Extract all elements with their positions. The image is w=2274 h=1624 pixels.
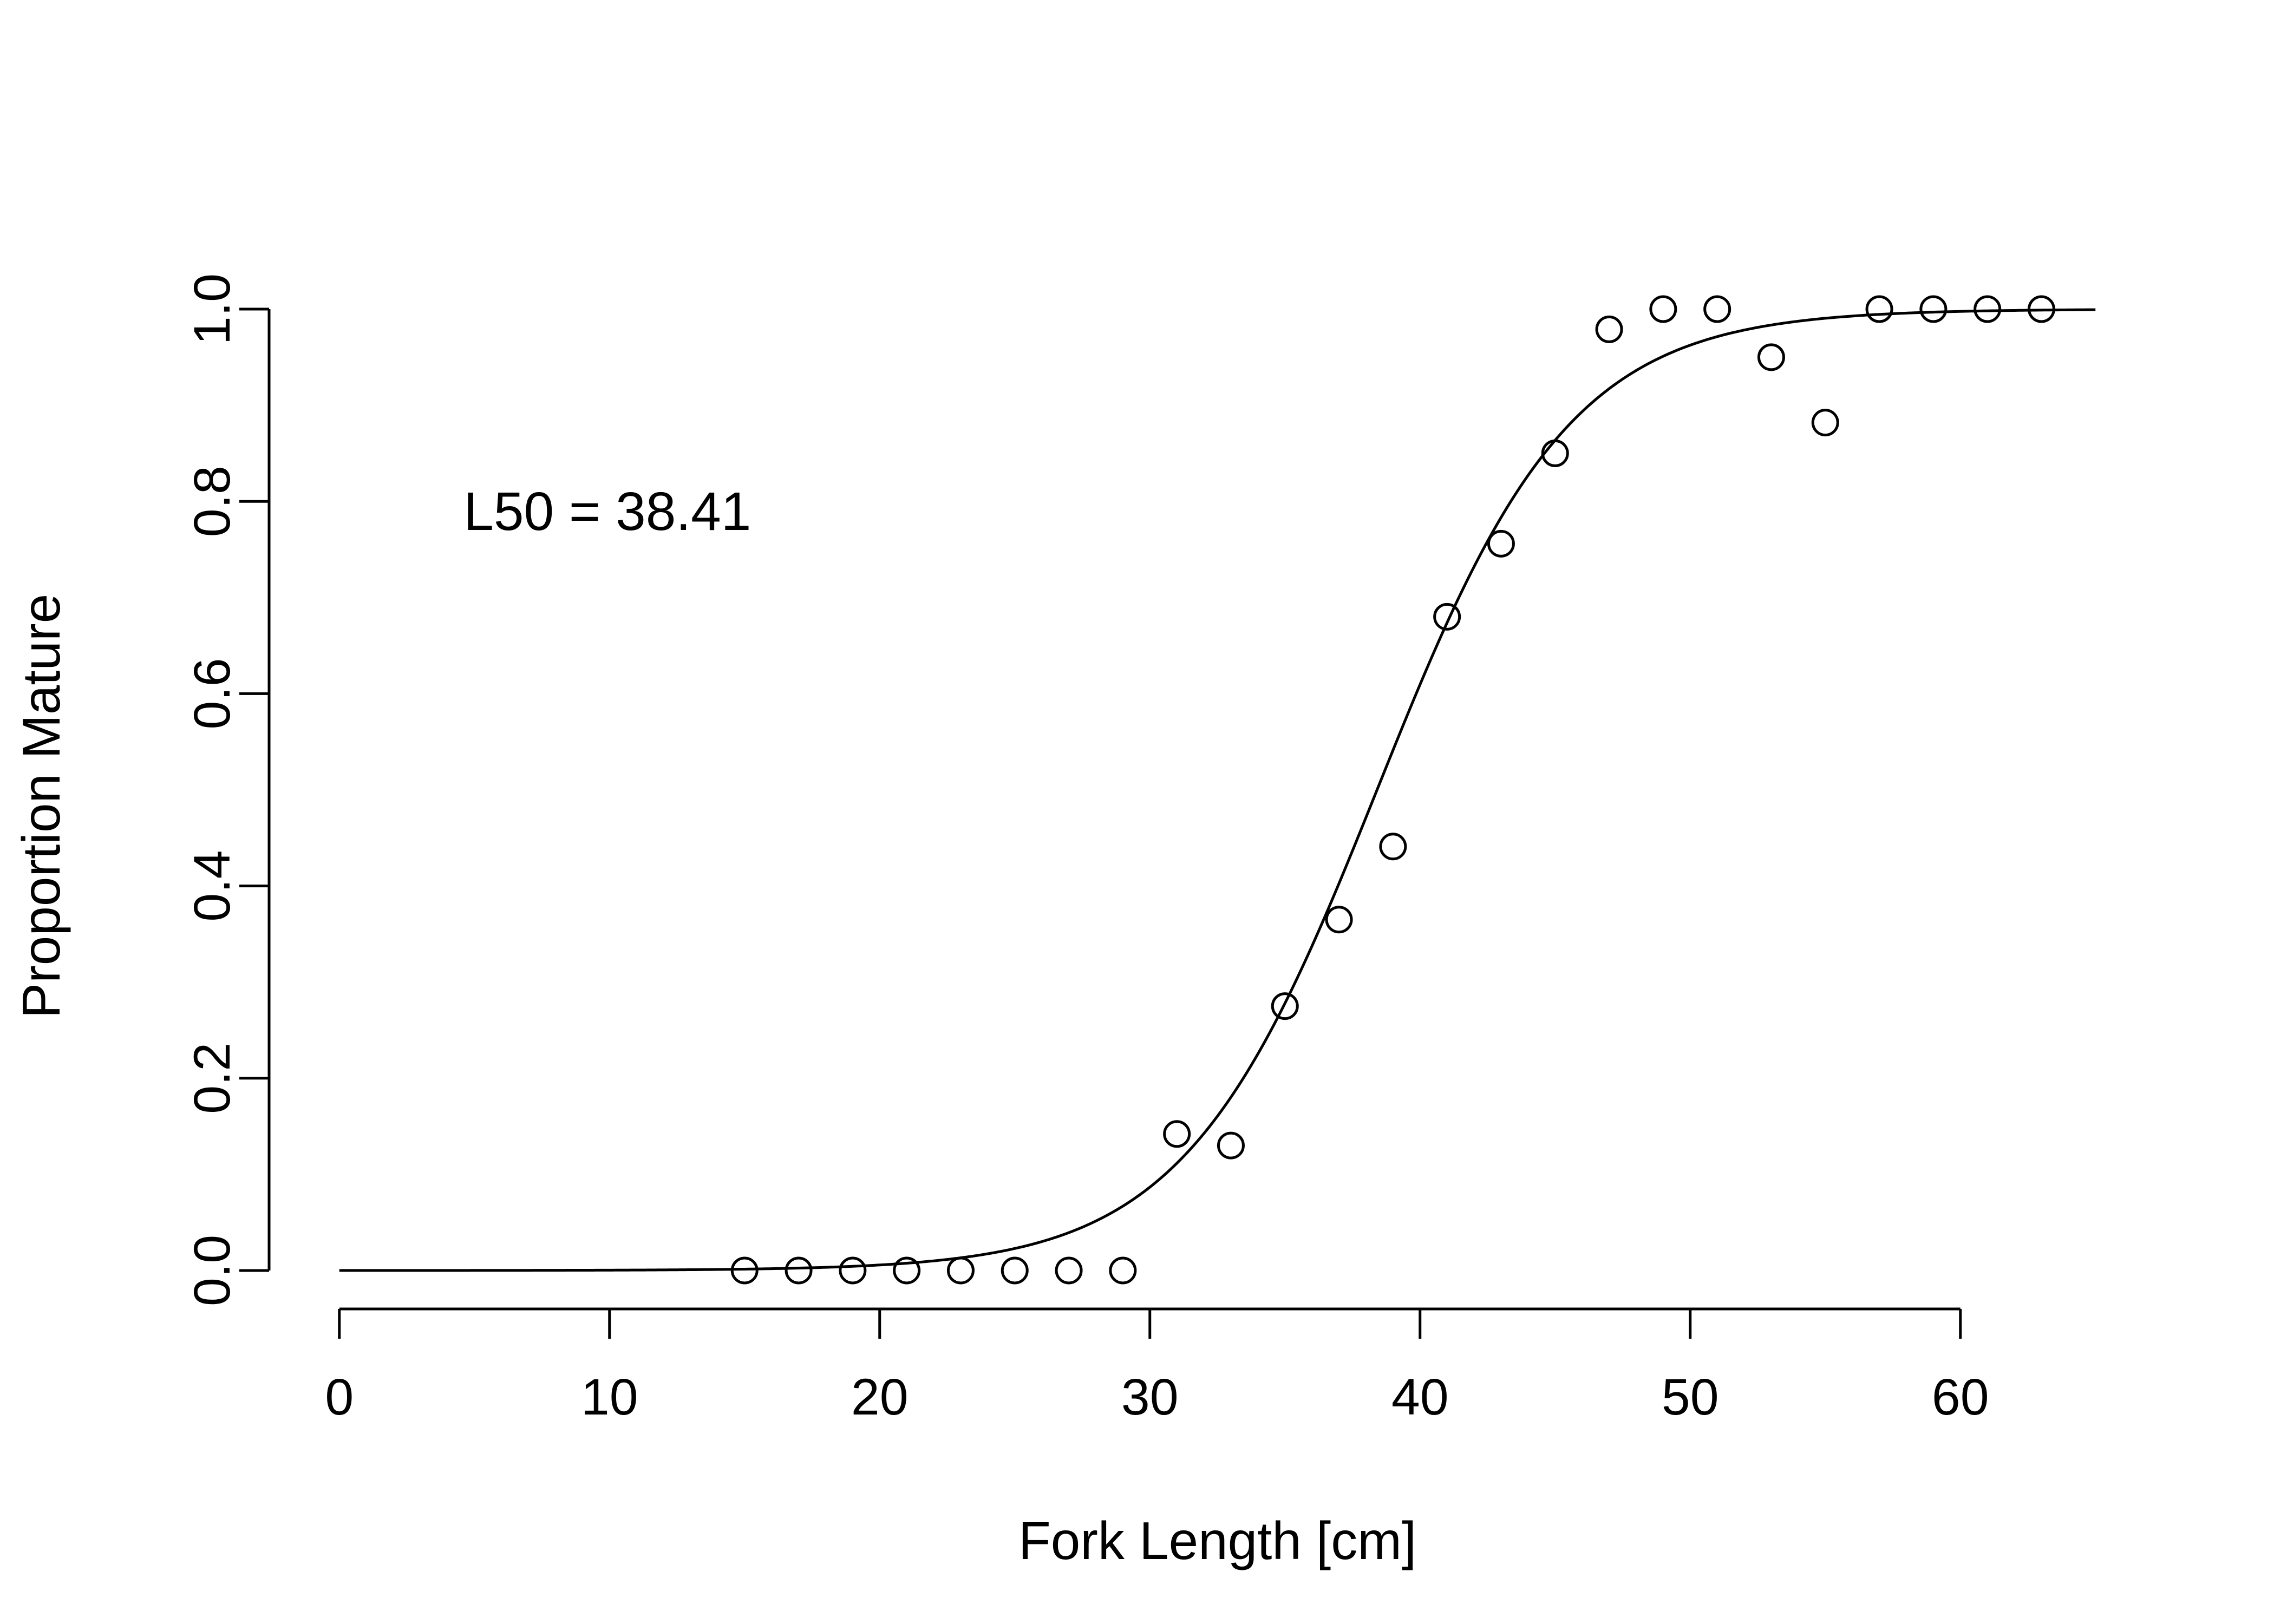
data-point: [1541, 439, 1569, 467]
data-point: [893, 1256, 921, 1285]
data-point: [2027, 295, 2055, 323]
data-point: [1109, 1256, 1137, 1285]
x-tick-label: 60: [1932, 1368, 1989, 1426]
y-axis: 0.0 0.2 0.4 0.6 0.8 1.0: [184, 273, 271, 1306]
data-point: [1811, 409, 1839, 437]
x-tick-label: 40: [1391, 1368, 1449, 1426]
y-tick-label: 0.0: [184, 1235, 241, 1306]
data-point: [1757, 343, 1785, 371]
x-tick-label: 30: [1121, 1368, 1179, 1426]
data-point: [839, 1256, 867, 1285]
data-point: [1325, 906, 1353, 934]
x-tick-label: 0: [325, 1368, 354, 1426]
y-tick-label: 0.4: [184, 850, 241, 922]
data-point: [946, 1256, 975, 1285]
x-tick-label: 20: [851, 1368, 909, 1426]
data-point: [1595, 315, 1623, 343]
data-point: [1649, 295, 1677, 323]
x-tick-label: 50: [1662, 1368, 1719, 1426]
data-points: [730, 295, 2055, 1285]
data-point: [1217, 1131, 1245, 1160]
y-ticks: 0.0 0.2 0.4 0.6 0.8 1.0: [184, 273, 269, 1306]
data-point: [1163, 1120, 1191, 1148]
x-ticks: 0 10 20 30 40 50 60: [325, 1309, 1989, 1426]
data-point: [1001, 1256, 1029, 1285]
data-point: [1379, 833, 1407, 861]
data-point: [730, 1256, 759, 1285]
logistic-fit-curve: [339, 308, 2096, 1272]
data-point: [1055, 1256, 1083, 1285]
y-tick-label: 1.0: [184, 273, 241, 345]
data-point: [1703, 295, 1731, 323]
x-axis-title: Fork Length [cm]: [1018, 1511, 1416, 1570]
y-tick-label: 0.2: [184, 1043, 241, 1114]
y-tick-label: 0.6: [184, 658, 241, 729]
data-point: [1919, 295, 1948, 323]
data-point: [1433, 603, 1461, 631]
y-axis-title: Proportion Mature: [11, 594, 71, 1018]
x-axis: 0 10 20 30 40 50 60: [325, 1307, 1989, 1426]
data-point: [1974, 295, 2002, 323]
x-tick-label: 10: [581, 1368, 638, 1426]
data-point: [785, 1256, 813, 1285]
l50-annotation: L50 = 38.41: [463, 481, 751, 542]
data-point: [1487, 529, 1515, 558]
data-point: [1271, 992, 1299, 1020]
data-point: [1865, 295, 1893, 323]
y-tick-label: 0.8: [184, 466, 241, 537]
